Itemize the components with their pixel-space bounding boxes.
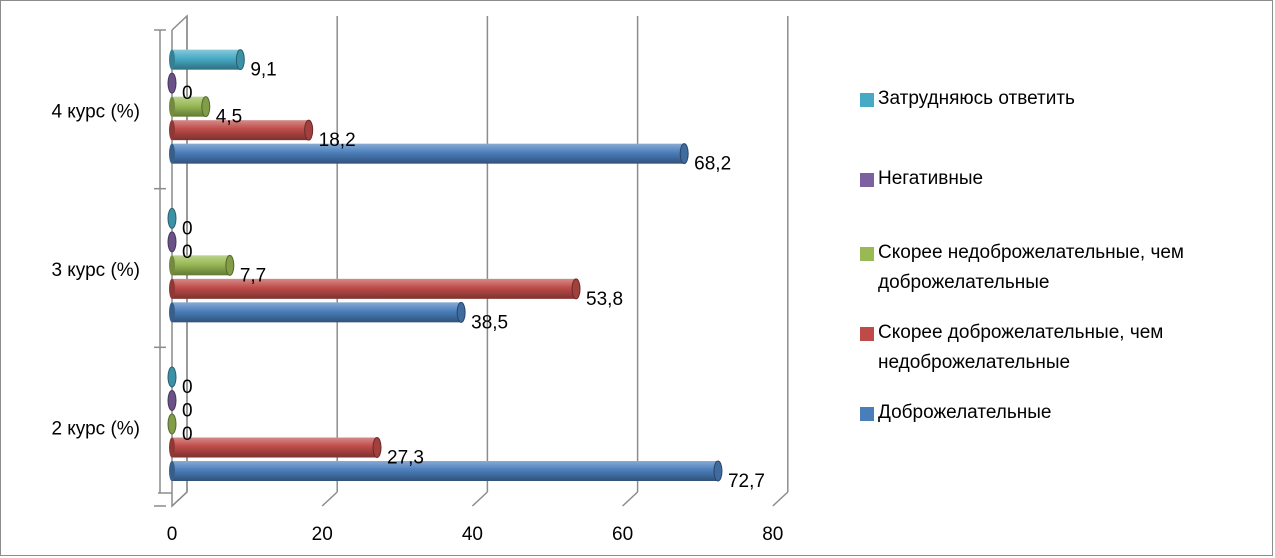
data-label: 0 xyxy=(182,424,193,445)
legend-label: Доброжелательные xyxy=(878,402,1052,423)
legend-item: Доброжелательные xyxy=(860,398,1273,428)
bar xyxy=(169,254,235,276)
bar xyxy=(169,49,245,71)
legend-label: Скорее недоброжелательные, чем доброжела… xyxy=(878,242,1184,293)
floor-line xyxy=(772,491,789,507)
data-label: 27,3 xyxy=(387,448,424,469)
bar xyxy=(169,143,689,165)
category-label: 2 курс (%) xyxy=(51,419,140,440)
data-label: 18,2 xyxy=(319,130,356,151)
legend-item: Скорее недоброжелательные, чем доброжела… xyxy=(860,238,1273,298)
bar xyxy=(167,366,177,388)
data-label: 7,7 xyxy=(240,265,266,286)
legend-swatch xyxy=(860,173,874,187)
x-tick-label: 80 xyxy=(762,524,783,545)
floor-line xyxy=(622,491,639,507)
legend-item: Затрудняюсь ответить xyxy=(860,84,1273,114)
legend-swatch xyxy=(860,407,874,421)
x-tick-label: 40 xyxy=(462,524,483,545)
x-tick-label: 0 xyxy=(167,524,178,545)
data-label: 0 xyxy=(182,218,193,239)
floor-line xyxy=(321,491,338,507)
legend-item: Негативные xyxy=(860,164,1273,194)
legend-swatch xyxy=(860,247,874,261)
bar xyxy=(169,437,382,458)
bar xyxy=(167,72,177,94)
data-label: 68,2 xyxy=(694,154,731,175)
data-label: 53,8 xyxy=(586,289,623,310)
data-label: 38,5 xyxy=(471,312,508,333)
bars xyxy=(167,49,723,482)
bar xyxy=(169,460,723,482)
floor-line xyxy=(471,491,488,507)
data-label: 0 xyxy=(182,242,193,263)
bar xyxy=(169,278,581,300)
gridlines xyxy=(171,16,789,507)
legend-label: Затрудняюсь ответить xyxy=(878,88,1075,109)
bar xyxy=(169,96,211,118)
bar xyxy=(167,390,177,411)
legend-item: Скорее доброжелательные, чем недоброжела… xyxy=(860,318,1273,378)
x-tick-label: 60 xyxy=(612,524,633,545)
bar xyxy=(167,231,177,253)
data-label: 9,1 xyxy=(250,60,276,81)
bar xyxy=(167,207,177,229)
legend-swatch xyxy=(860,327,874,341)
legend-label: Скорее доброжелательные, чем недоброжела… xyxy=(878,322,1164,373)
x-tick-label: 20 xyxy=(312,524,333,545)
data-label: 0 xyxy=(182,83,193,104)
data-label: 0 xyxy=(182,377,193,398)
category-label: 3 курс (%) xyxy=(51,260,140,281)
legend-label: Негативные xyxy=(878,168,984,189)
legend-swatch xyxy=(860,93,874,107)
data-label: 0 xyxy=(182,401,193,422)
bar xyxy=(169,301,466,323)
data-label: 72,7 xyxy=(728,471,765,492)
side-wall xyxy=(171,14,188,508)
bar xyxy=(167,413,177,435)
category-label: 4 курс (%) xyxy=(51,101,140,122)
data-label: 4,5 xyxy=(216,107,242,128)
bar xyxy=(169,119,314,141)
